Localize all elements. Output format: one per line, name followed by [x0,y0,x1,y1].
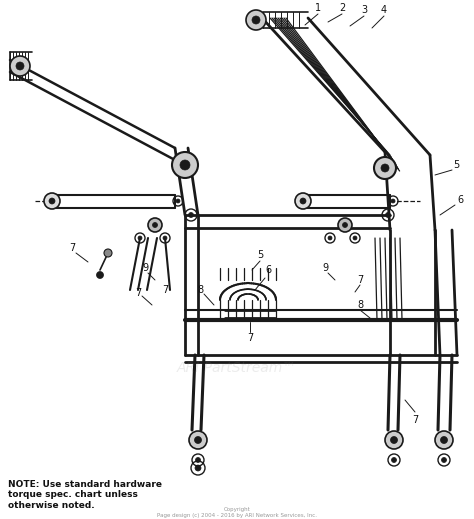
Circle shape [195,465,201,471]
Circle shape [153,223,157,227]
Text: 4: 4 [381,5,387,15]
Circle shape [104,249,112,257]
Circle shape [343,223,347,227]
Circle shape [195,458,201,462]
Circle shape [391,199,395,203]
Text: 5: 5 [453,160,459,170]
Circle shape [300,198,306,204]
Text: 7: 7 [357,275,363,285]
Circle shape [138,236,142,240]
Circle shape [246,10,266,30]
Text: 9: 9 [322,263,328,273]
Text: 2: 2 [339,3,345,13]
Text: 6: 6 [457,195,463,205]
Text: Copyright
Page design (c) 2004 - 2016 by ARI Network Services, Inc.: Copyright Page design (c) 2004 - 2016 by… [157,507,317,518]
Circle shape [392,458,396,462]
Circle shape [97,271,103,279]
Circle shape [338,218,352,232]
Circle shape [328,236,332,240]
Text: 8: 8 [357,300,363,310]
Text: NOTE: Use standard hardware
torque spec. chart unless
otherwise noted.: NOTE: Use standard hardware torque spec.… [8,480,162,510]
Text: 7: 7 [69,243,75,253]
Circle shape [189,212,193,217]
Circle shape [385,431,403,449]
Circle shape [353,236,357,240]
Circle shape [252,16,260,24]
Circle shape [381,164,389,172]
Text: ARI PartStream™: ARI PartStream™ [177,361,297,375]
Circle shape [176,199,180,203]
Text: 1: 1 [315,3,321,13]
Circle shape [189,431,207,449]
Circle shape [194,436,201,444]
Text: 7: 7 [162,285,168,295]
Text: 8: 8 [197,285,203,295]
Circle shape [10,56,30,76]
Circle shape [441,458,447,462]
Circle shape [374,157,396,179]
Circle shape [295,193,311,209]
Text: 5: 5 [257,250,263,260]
Circle shape [391,436,398,444]
Text: 3: 3 [361,5,367,15]
Text: 7: 7 [247,333,253,343]
Circle shape [440,436,447,444]
Circle shape [148,218,162,232]
Circle shape [172,152,198,178]
Circle shape [49,198,55,204]
Text: 7: 7 [412,415,418,425]
Circle shape [163,236,167,240]
Circle shape [435,431,453,449]
Circle shape [180,160,190,170]
Circle shape [44,193,60,209]
Circle shape [385,212,391,217]
Text: 6: 6 [265,265,271,275]
Text: 9: 9 [142,263,148,273]
Circle shape [16,62,24,70]
Text: 7: 7 [135,288,141,298]
